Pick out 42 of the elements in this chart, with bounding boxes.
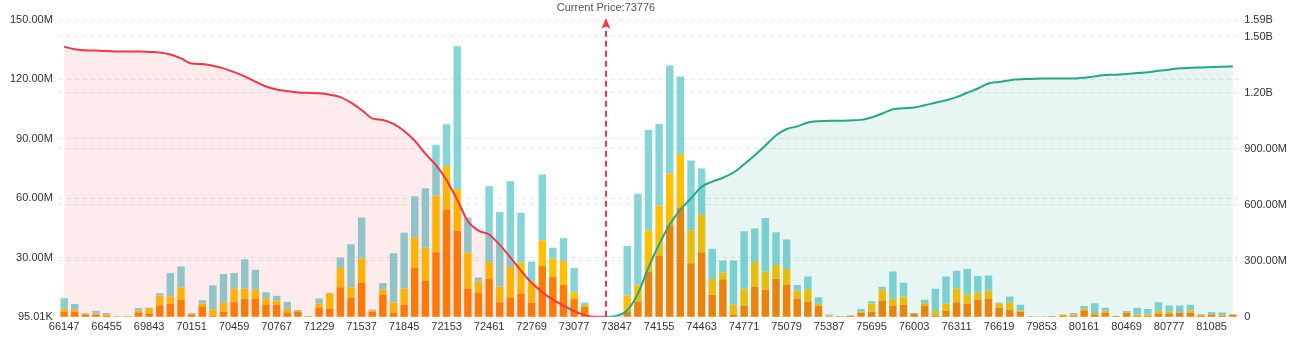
y-tick-label: 60.00M <box>16 191 53 204</box>
y-tick-label: 90.00M <box>16 131 53 144</box>
x-tick-label: 76619 <box>983 320 1015 333</box>
y-tick-label: 120.00M <box>10 72 53 85</box>
x-tick-label: 75695 <box>856 320 887 333</box>
x-tick-label: 76003 <box>898 320 930 333</box>
x-tick-label: 73847 <box>601 320 632 333</box>
y2-tick-label: 1.50B <box>1244 29 1273 42</box>
x-tick-label: 81085 <box>1196 320 1227 333</box>
x-tick-label: 73077 <box>558 320 590 333</box>
y2-tick-label: 1.20B <box>1244 85 1273 98</box>
x-tick-label: 79853 <box>1026 320 1057 333</box>
x-tick-label: 80469 <box>1111 320 1142 333</box>
y2-tick-label: 0 <box>1244 309 1251 322</box>
x-tick-label: 72461 <box>473 320 505 333</box>
y2-tick-label: 300.00M <box>1244 253 1287 266</box>
y2-tick-label: 1.59B <box>1244 13 1273 26</box>
x-tick-label: 70767 <box>261 320 292 333</box>
x-tick-label: 80777 <box>1153 320 1185 333</box>
x-tick-label: 72769 <box>516 320 547 333</box>
x-tick-label: 71229 <box>303 320 335 333</box>
x-tick-label: 74771 <box>728 320 760 333</box>
x-tick-label: 71845 <box>388 320 420 333</box>
x-tick-label: 66455 <box>91 320 122 333</box>
y-tick-label: 150.00M <box>10 13 53 26</box>
y-tick-label: 95.01K <box>17 309 54 322</box>
x-tick-label: 66147 <box>48 320 80 333</box>
x-tick-label: 69843 <box>133 320 165 333</box>
x-tick-label: 72153 <box>431 320 462 333</box>
x-tick-label: 70459 <box>218 320 250 333</box>
y2-tick-label: 900.00M <box>1244 141 1287 154</box>
x-tick-label: 74155 <box>643 320 675 333</box>
x-tick-label: 74463 <box>686 320 717 333</box>
x-tick-label: 75387 <box>813 320 845 333</box>
x-tick-label: 70151 <box>176 320 207 333</box>
x-tick-label: 76311 <box>941 320 972 333</box>
text: Current Price:73776 <box>556 1 656 14</box>
x-tick-label: 71537 <box>346 320 377 333</box>
x-tick-label: 80161 <box>1068 320 1100 333</box>
y2-tick-label: 600.00M <box>1244 197 1287 210</box>
y-tick-label: 30.00M <box>16 250 53 263</box>
x-tick-label: 75079 <box>771 320 802 333</box>
